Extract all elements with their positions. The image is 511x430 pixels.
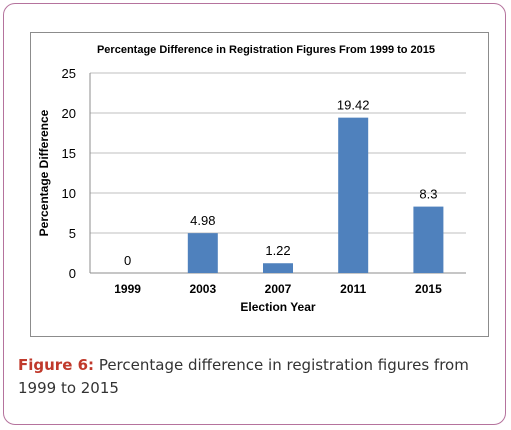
x-tick-label: 2011 <box>340 282 366 296</box>
y-tick-label: 20 <box>62 106 76 121</box>
x-tick-label: 2003 <box>189 282 216 296</box>
caption-text: Percentage difference in registration fi… <box>18 356 469 397</box>
data-label: 19.42 <box>337 98 370 113</box>
y-tick-label: 0 <box>69 266 76 281</box>
bar-chart: 0 5 10 15 20 25 0 1999 4.98 2003 1.22 2007 19.42 2011… <box>37 66 466 314</box>
bar <box>338 117 369 273</box>
bar <box>263 263 293 273</box>
data-label: 1.22 <box>265 243 290 258</box>
data-label: 8.3 <box>419 187 437 202</box>
bar <box>413 206 444 273</box>
figure-card: Percentage Difference in Registration Fi… <box>3 3 506 425</box>
figure-label: Figure 6: <box>18 356 95 374</box>
chart-title: Percentage Difference in Registration Fi… <box>96 44 436 56</box>
y-tick-label: 25 <box>62 66 76 81</box>
x-tick-label: 2015 <box>415 282 442 296</box>
x-tick-label: 1999 <box>114 282 141 296</box>
y-tick-label: 15 <box>62 146 76 161</box>
y-axis-label: Percentage Difference <box>37 109 51 236</box>
bar <box>187 233 218 273</box>
x-tick-label: 2007 <box>265 282 292 296</box>
data-label: 4.98 <box>190 213 215 228</box>
figure-caption: Figure 6: Percentage difference in regis… <box>18 354 498 400</box>
chart-frame: Percentage Difference in Registration Fi… <box>30 32 489 337</box>
x-axis-label: Election Year <box>240 300 315 314</box>
y-tick-label: 10 <box>62 186 76 201</box>
data-label: 0 <box>124 253 131 268</box>
y-tick-label: 5 <box>69 226 76 241</box>
